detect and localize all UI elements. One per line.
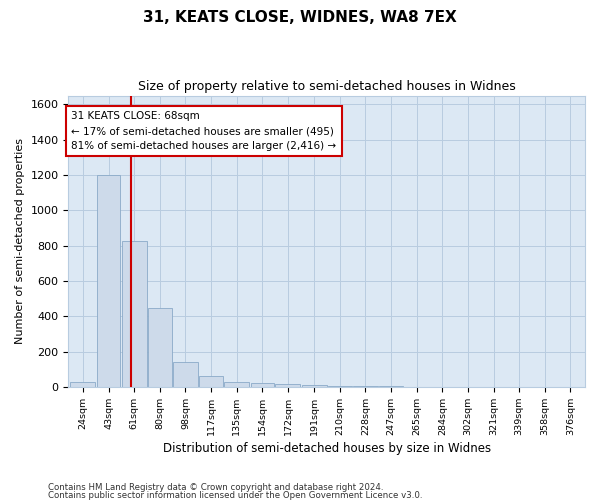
Bar (122, 241, 146, 387)
Bar (275, 384, 301, 387)
Text: 31 KEATS CLOSE: 68sqm
← 17% of semi-detached houses are smaller (495)
81% of sem: 31 KEATS CLOSE: 68sqm ← 17% of semi-deta… (71, 112, 336, 151)
Text: Contains HM Land Registry data © Crown copyright and database right 2024.: Contains HM Land Registry data © Crown c… (48, 484, 383, 492)
Bar (97, 175, 121, 387)
Bar (224, 382, 249, 387)
Bar (70, 382, 95, 387)
Bar (199, 376, 223, 387)
Text: 31, KEATS CLOSE, WIDNES, WA8 7EX: 31, KEATS CLOSE, WIDNES, WA8 7EX (143, 10, 457, 25)
X-axis label: Distribution of semi-detached houses by size in Widnes: Distribution of semi-detached houses by … (163, 442, 491, 455)
Bar (328, 386, 352, 387)
Text: Contains public sector information licensed under the Open Government Licence v3: Contains public sector information licen… (48, 490, 422, 500)
Bar (148, 308, 172, 387)
Y-axis label: Number of semi-detached properties: Number of semi-detached properties (15, 138, 25, 344)
Title: Size of property relative to semi-detached houses in Widnes: Size of property relative to semi-detach… (138, 80, 515, 93)
Bar (251, 384, 274, 387)
Bar (173, 362, 198, 387)
Bar (302, 385, 327, 387)
Bar (353, 386, 378, 387)
